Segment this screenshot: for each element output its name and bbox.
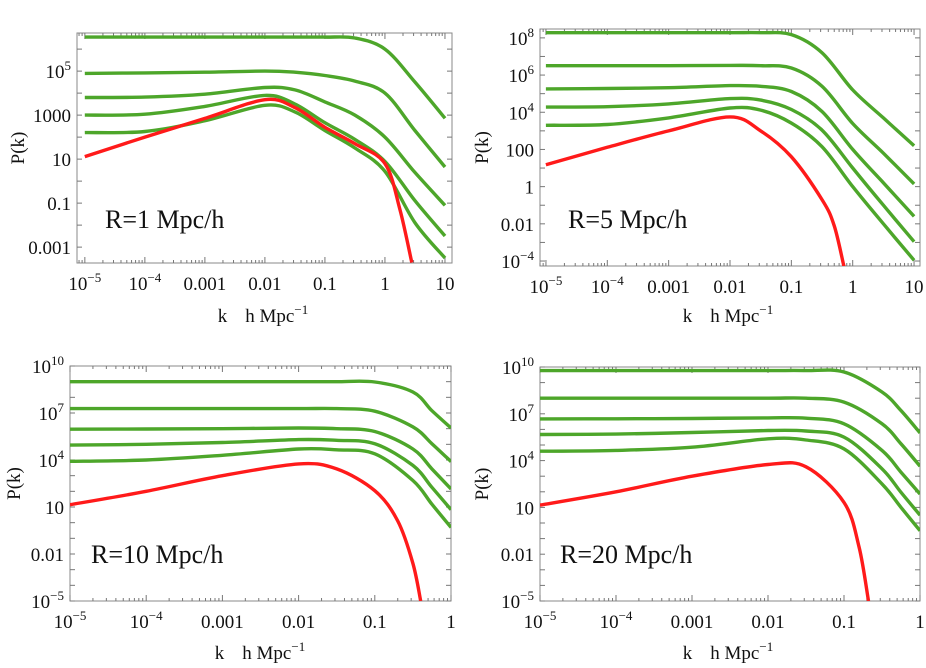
green-series-line-4 xyxy=(84,93,447,238)
green-series-line-4 xyxy=(545,96,916,243)
red-series-line xyxy=(70,461,423,601)
x-tick-label: 0.01 xyxy=(248,274,281,295)
series-group xyxy=(84,35,447,263)
y-tick-label: 10−5 xyxy=(31,588,64,613)
y-tick-label: 104 xyxy=(509,448,535,473)
y-tick-label: 1010 xyxy=(502,354,534,379)
y-tick-label: 106 xyxy=(509,62,535,87)
y-tick-label: 100 xyxy=(506,140,535,161)
x-tick-label: 10−4 xyxy=(128,270,161,295)
y-tick-label: 0.01 xyxy=(501,545,534,566)
x-tick-label: 0.01 xyxy=(751,612,784,633)
y-tick-label: 0.01 xyxy=(31,545,64,566)
x-tick-label: 0.1 xyxy=(779,277,803,298)
y-axis-label: P(k) xyxy=(472,131,493,164)
green-series-line-1 xyxy=(84,35,447,120)
y-tick-label: 10 xyxy=(515,498,534,519)
y-tick-label: 10−4 xyxy=(501,248,534,273)
green-series-line-5 xyxy=(545,105,916,262)
x-tick-label: 1 xyxy=(915,612,925,633)
green-series-line-4 xyxy=(540,428,920,517)
green-series-line-2 xyxy=(70,406,451,463)
red-series-line xyxy=(545,115,846,266)
y-tick-label: 10−5 xyxy=(501,588,534,613)
series-group xyxy=(545,30,916,266)
plot-frame xyxy=(69,365,452,602)
x-tick-label: 10−4 xyxy=(130,608,163,633)
green-series-line-5 xyxy=(540,436,920,532)
green-series-line-5 xyxy=(70,446,451,529)
y-tick-label: 104 xyxy=(509,99,535,124)
green-series-line-2 xyxy=(545,63,916,186)
x-tick-label: 0.001 xyxy=(184,274,227,295)
plot-frame xyxy=(539,366,921,602)
y-tick-label: 104 xyxy=(39,447,65,472)
red-series-line xyxy=(84,97,414,263)
y-tick-label: 0.001 xyxy=(28,238,71,259)
series-group xyxy=(70,379,451,601)
x-tick-label: 1 xyxy=(446,612,456,633)
y-axis-label: P(k) xyxy=(472,468,493,501)
x-tick-label: 10 xyxy=(905,277,924,298)
radius-annotation: R=10 Mpc/h xyxy=(91,540,223,569)
y-tick-label: 1010 xyxy=(32,353,64,378)
y-axis-label: P(k) xyxy=(4,467,25,500)
x-tick-label: 10−5 xyxy=(54,608,87,633)
green-series-line-2 xyxy=(84,69,447,169)
y-tick-label: 10 xyxy=(45,498,64,519)
x-tick-label: 1 xyxy=(380,274,390,295)
green-series-line-3 xyxy=(545,83,916,218)
chart-panel-2: 10−5 10−4 0.001 0.01 0.1 1 1010−40.01110010410… xyxy=(472,25,924,327)
green-series-line-3 xyxy=(70,426,451,491)
x-tick-label: 10 xyxy=(435,274,454,295)
x-tick-label: 0.01 xyxy=(282,612,315,633)
red-series-line xyxy=(540,461,871,601)
green-series-line-4 xyxy=(70,437,451,511)
y-tick-label: 0.1 xyxy=(47,194,71,215)
x-tick-label: 10−5 xyxy=(524,608,557,633)
series-group xyxy=(540,368,920,601)
y-tick-label: 105 xyxy=(46,58,72,83)
x-tick-label: 10−5 xyxy=(68,270,101,295)
x-tick-label: 0.1 xyxy=(313,274,337,295)
x-tick-label: 1 xyxy=(848,277,858,298)
x-tick-label: 0.001 xyxy=(201,612,244,633)
y-tick-label: 107 xyxy=(39,400,65,425)
x-tick-label: 0.001 xyxy=(647,277,690,298)
chart-panel-4: 10−5 10−4 0.001 0.01 0.1 1 10−5 0.01 10 104 107 101… xyxy=(472,354,925,664)
y-tick-label: 107 xyxy=(509,401,535,426)
chart-panel-3: 10−5 10−4 0.001 0.01 0.1 1 10−5 0.01 10 104 107 101… xyxy=(4,353,456,664)
y-tick-label: 0.01 xyxy=(501,215,534,236)
x-tick-label: 0.1 xyxy=(832,612,856,633)
y-tick-label: 1000 xyxy=(33,106,71,127)
x-tick-label: 10−5 xyxy=(530,273,563,298)
y-tick-label: 1 xyxy=(525,178,535,199)
green-series-line-3 xyxy=(84,85,447,207)
y-tick-label: 108 xyxy=(509,25,535,50)
green-series-line-1 xyxy=(545,30,916,147)
green-series-line-1 xyxy=(70,379,451,430)
green-series-line-1 xyxy=(540,368,920,435)
x-tick-label: 10−4 xyxy=(591,273,624,298)
x-tick-label: 0.1 xyxy=(363,612,387,633)
y-axis-label: P(k) xyxy=(8,132,29,165)
radius-annotation: R=1 Mpc/h xyxy=(105,205,224,234)
x-tick-label: 0.001 xyxy=(671,612,714,633)
green-series-line-3 xyxy=(540,415,920,496)
green-series-line-2 xyxy=(540,396,920,468)
x-tick-label: 10−4 xyxy=(600,608,633,633)
radius-annotation: R=20 Mpc/h xyxy=(560,540,692,569)
chart-panel-1: 10−5 10−4 0.001 0.01 0.1 1 10 0.001 0.1 10 1000 105… xyxy=(8,32,454,327)
radius-annotation: R=5 Mpc/h xyxy=(568,205,687,234)
y-tick-label: 10 xyxy=(52,150,71,171)
x-tick-label: 0.01 xyxy=(713,277,746,298)
